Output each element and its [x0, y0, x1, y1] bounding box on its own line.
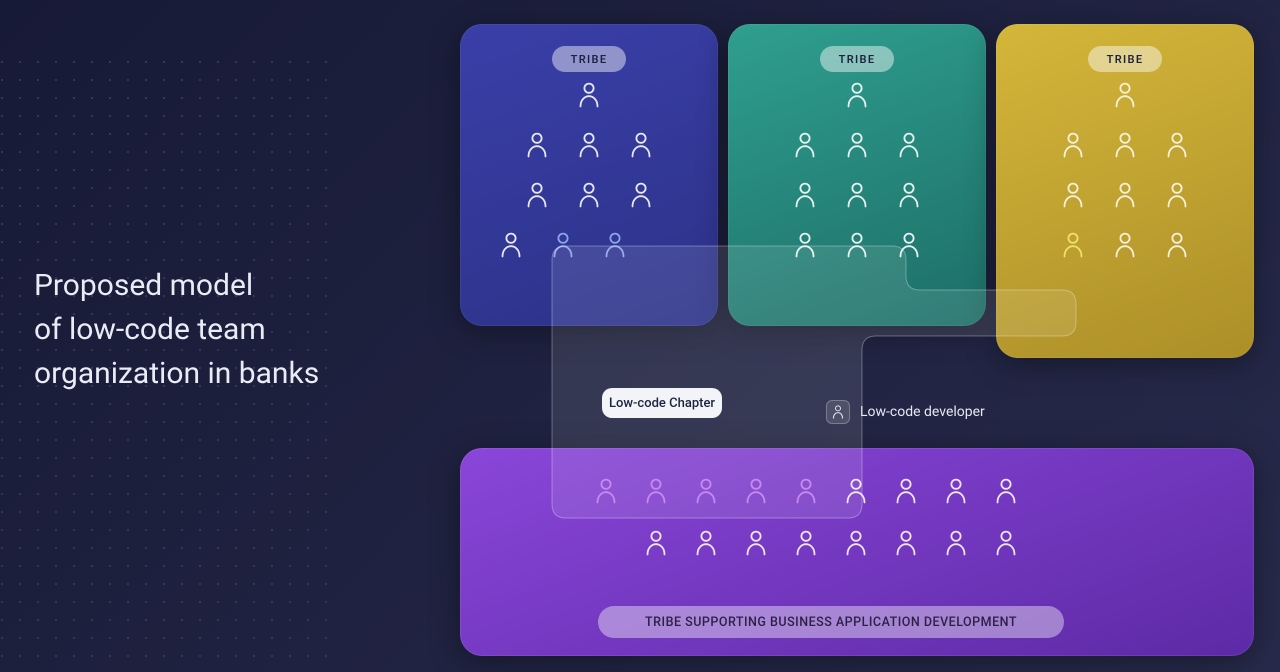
person-icon [1114, 132, 1136, 162]
person-icon [604, 232, 626, 262]
tribe-people [996, 24, 1254, 358]
person-icon [846, 232, 868, 262]
tribe-1: TRIBE [460, 24, 718, 326]
person-icon [630, 132, 652, 162]
person-icon [846, 132, 868, 162]
support-tribe-pill: TRIBE SUPPORTING BUSINESS APPLICATION DE… [598, 606, 1064, 638]
person-icon [1114, 82, 1136, 112]
legend-icon-box [826, 400, 850, 424]
tribe-pill: TRIBE [1088, 46, 1162, 72]
person-icon [1062, 232, 1084, 262]
diagram-stage: Proposed modelof low-code teamorganizati… [0, 0, 1280, 672]
legend-label: Low-code developer [860, 404, 985, 420]
person-icon [1166, 132, 1188, 162]
tribe-pill: TRIBE [552, 46, 626, 72]
person-icon [794, 182, 816, 212]
person-icon [846, 182, 868, 212]
person-icon [846, 82, 868, 112]
person-icon [1114, 182, 1136, 212]
person-icon [898, 232, 920, 262]
person-icon [1166, 182, 1188, 212]
chapter-label: Low-code Chapter [602, 388, 722, 418]
person-icon [630, 182, 652, 212]
person-icon [526, 132, 548, 162]
tribe-3: TRIBE [996, 24, 1254, 358]
person-icon [1166, 232, 1188, 262]
person-icon [578, 182, 600, 212]
person-icon [552, 232, 574, 262]
legend: Low-code developer [826, 400, 985, 424]
person-icon [578, 82, 600, 112]
person-icon [1062, 182, 1084, 212]
person-icon [526, 182, 548, 212]
tribe-2: TRIBE [728, 24, 986, 326]
person-icon [898, 132, 920, 162]
person-icon [1062, 132, 1084, 162]
headline: Proposed modelof low-code teamorganizati… [34, 264, 319, 396]
person-icon [1114, 232, 1136, 262]
person-icon [794, 232, 816, 262]
person-icon [500, 232, 522, 262]
person-icon [578, 132, 600, 162]
person-icon [794, 132, 816, 162]
tribe-pill: TRIBE [820, 46, 894, 72]
person-icon [898, 182, 920, 212]
